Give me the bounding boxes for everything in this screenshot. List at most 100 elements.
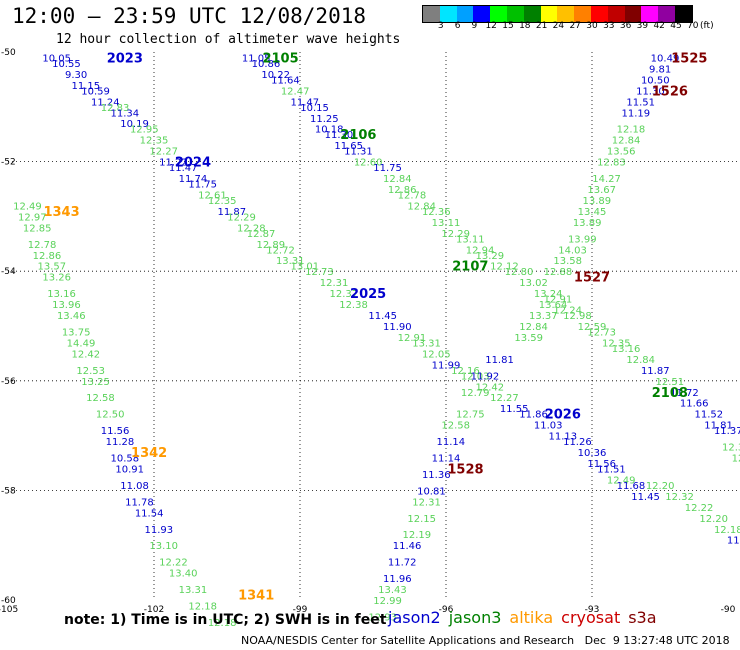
color-swatch bbox=[490, 6, 507, 22]
swh-value: 9.30 bbox=[65, 70, 87, 81]
swh-value: 13.16 bbox=[47, 289, 76, 300]
swh-value: 11.72 bbox=[670, 388, 699, 399]
swh-value: 12.28 bbox=[237, 223, 266, 234]
swh-value: 12.86 bbox=[33, 251, 62, 262]
swh-value: 11.15 bbox=[72, 81, 101, 92]
swh-value: 12.22 bbox=[685, 503, 714, 514]
swh-value: 12.78 bbox=[398, 190, 427, 201]
swh-value: 12.18 bbox=[188, 601, 217, 612]
color-swatch bbox=[456, 6, 474, 22]
mission-legend-item: jason3 bbox=[448, 608, 502, 627]
swh-value: 12.47 bbox=[281, 86, 310, 97]
swh-value: 11.30 bbox=[636, 86, 665, 97]
swh-value: 12.80 bbox=[505, 267, 534, 278]
swh-value: 12.35 bbox=[140, 136, 169, 147]
color-swatch bbox=[540, 6, 558, 22]
swh-value: 10.05 bbox=[42, 53, 71, 64]
swh-value: 11.64 bbox=[271, 75, 300, 86]
swh-value: 12.36 bbox=[422, 207, 451, 218]
y-tick-label: -58 bbox=[1, 486, 16, 496]
pass-number-label: 1527 bbox=[574, 271, 610, 286]
swh-value: 10.81 bbox=[417, 486, 446, 497]
swh-value: 11.47 bbox=[291, 97, 320, 108]
pass-number-label: 2107 bbox=[452, 260, 488, 275]
swh-value: 12.05 bbox=[422, 349, 451, 360]
swh-value: 13.31 bbox=[276, 256, 305, 267]
chart-grid bbox=[8, 52, 738, 600]
swh-value: 11.81 bbox=[704, 421, 733, 432]
swh-value: 13.11 bbox=[432, 218, 461, 229]
page-subtitle: 12 hour collection of altimeter wave hei… bbox=[56, 32, 401, 47]
pass-number-label: 1526 bbox=[652, 84, 688, 99]
x-tick-label: -99 bbox=[293, 605, 308, 615]
swh-value: 12.58 bbox=[86, 393, 115, 404]
swh-value: 10.55 bbox=[52, 59, 81, 70]
swh-value: 13.89 bbox=[573, 218, 602, 229]
swh-value: 11.87 bbox=[218, 207, 247, 218]
swh-value: 12.73 bbox=[587, 327, 616, 338]
swh-value: 11.28 bbox=[106, 437, 135, 448]
pass-number-label: 2026 bbox=[545, 408, 581, 423]
swh-value: 12.42 bbox=[72, 349, 101, 360]
swh-value: 12 bbox=[732, 454, 740, 465]
swh-value: 13.37 bbox=[529, 311, 558, 322]
color-scale-label: 39 bbox=[636, 21, 649, 31]
color-swatch bbox=[506, 6, 524, 22]
pass-number-label: 1343 bbox=[43, 205, 79, 220]
pass-number-label: 2105 bbox=[262, 51, 298, 66]
mission-legend: jason2 jason3 altika cryosat s3a bbox=[388, 608, 665, 627]
swh-value: 12.83 bbox=[101, 103, 130, 114]
color-swatch bbox=[590, 6, 608, 22]
swh-value: 11.19 bbox=[621, 108, 650, 119]
swh-value: 10.86 bbox=[252, 59, 281, 70]
swh-value: 12.72 bbox=[266, 245, 295, 256]
swh-value: 12.42 bbox=[475, 382, 504, 393]
swh-value: 12.15 bbox=[407, 514, 436, 525]
swh-value: 9.81 bbox=[649, 64, 671, 75]
swh-value: 12.18 bbox=[617, 125, 646, 136]
color-swatch bbox=[658, 6, 675, 22]
swh-value: 11.72 bbox=[388, 558, 417, 569]
swh-value: 12.58 bbox=[441, 421, 470, 432]
swh-value: 13.02 bbox=[519, 278, 548, 289]
swh-value: 10.49 bbox=[651, 53, 680, 64]
y-tick-label: -50 bbox=[1, 48, 16, 58]
swh-value: 12.22 bbox=[159, 558, 188, 569]
swh-value: 12.27 bbox=[490, 393, 519, 404]
swh-value: 12.83 bbox=[597, 158, 626, 169]
color-swatch bbox=[607, 6, 625, 22]
swh-value: 12.16 bbox=[451, 366, 480, 377]
swh-value: 12.3 bbox=[722, 443, 740, 454]
x-tick-label: -96 bbox=[439, 605, 454, 615]
swh-value: 11.13 bbox=[548, 432, 577, 443]
swh-value: 12.27 bbox=[149, 147, 178, 158]
swh-value: 13.43 bbox=[378, 585, 407, 596]
swh-value: 13.29 bbox=[475, 251, 504, 262]
swh-value: 11.65 bbox=[334, 141, 363, 152]
swh-value: 11.26 bbox=[563, 437, 592, 448]
swh-value: 13.26 bbox=[42, 273, 71, 284]
pass-number-label: 1342 bbox=[131, 446, 167, 461]
swh-value: 11.30 bbox=[325, 130, 354, 141]
mission-legend-item: altika bbox=[509, 608, 554, 627]
color-scale-bar bbox=[422, 5, 693, 23]
swh-value: 12.19 bbox=[402, 530, 431, 541]
swh-value: 12.86 bbox=[388, 185, 417, 196]
swh-value: 11.56 bbox=[587, 459, 616, 470]
color-swatch bbox=[641, 6, 659, 22]
color-scale-label: 18 bbox=[519, 21, 531, 31]
color-scale-unit: (ft) bbox=[700, 21, 714, 31]
swh-value: 12.35 bbox=[208, 196, 237, 207]
swh-value: 12.49 bbox=[607, 475, 636, 486]
swh-value: 12.31 bbox=[412, 497, 441, 508]
swh-value: 13.75 bbox=[62, 327, 91, 338]
swh-value: 13.11 bbox=[456, 234, 485, 245]
swh-value: 12.38 bbox=[339, 300, 368, 311]
swh-value: 11.92 bbox=[471, 371, 500, 382]
swh-value: 10.58 bbox=[110, 454, 139, 465]
y-tick-label: -54 bbox=[1, 267, 16, 277]
swh-value: 11.54 bbox=[135, 508, 164, 519]
color-scale-label: 30 bbox=[586, 21, 598, 31]
color-scale-label: 70 bbox=[687, 21, 699, 31]
swh-value: 10.22 bbox=[261, 70, 290, 81]
